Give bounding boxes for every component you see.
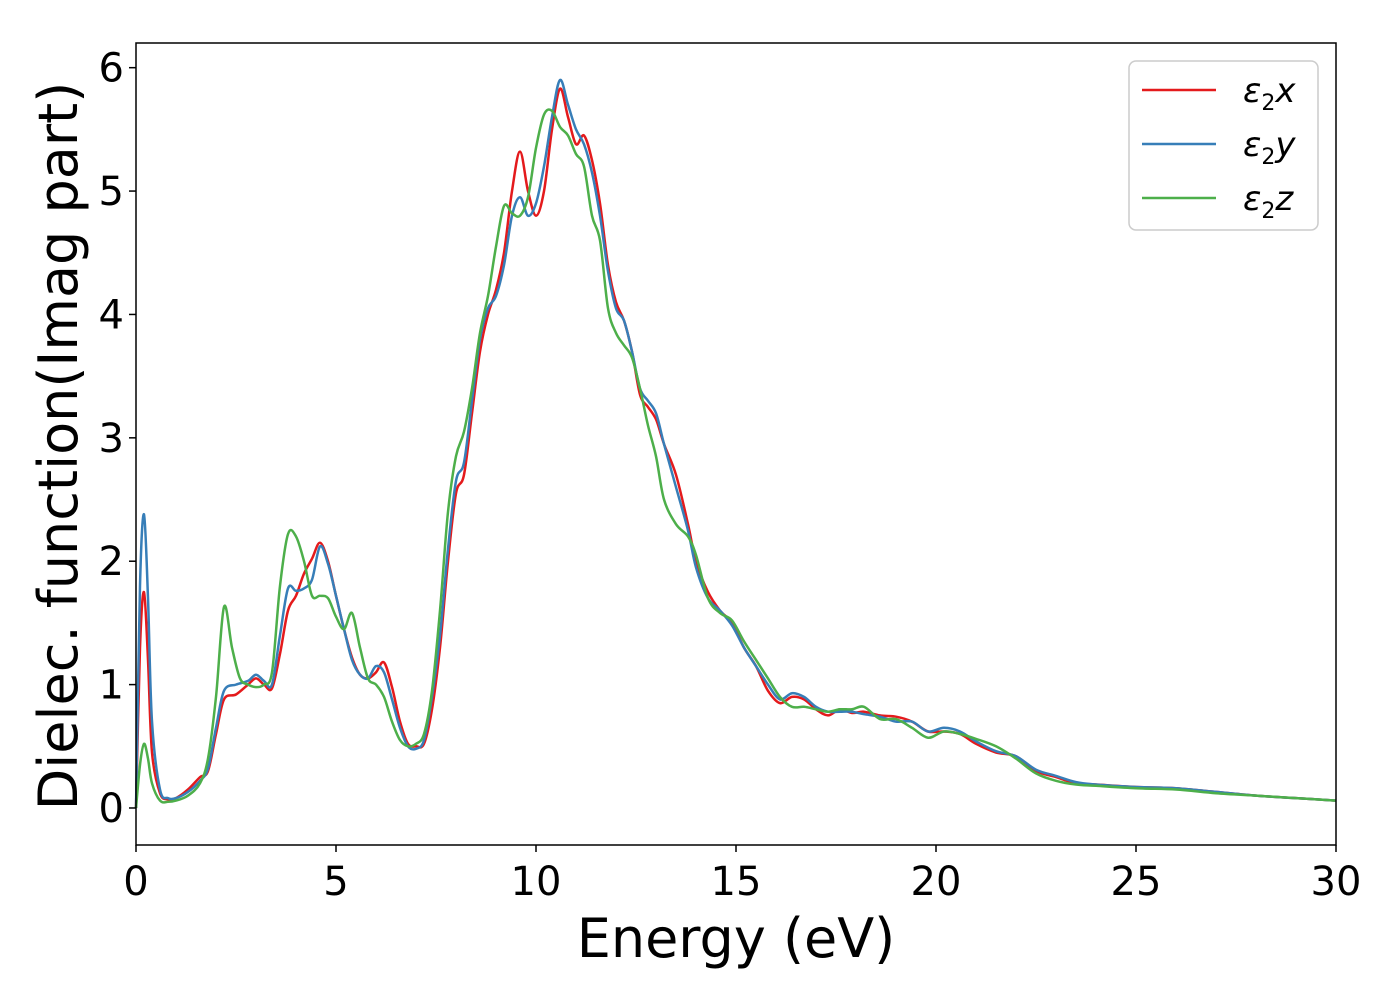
legend-label-x: ε2x [1243,71,1296,116]
x-tick-label: 15 [711,859,762,905]
x-tick-label: 0 [123,859,148,905]
y-tick-label: 1 [99,663,124,709]
x-tick-label: 10 [511,859,562,905]
x-axis-label: Energy (eV) [577,907,896,970]
series-line-y [134,78,1337,809]
y-tick-label: 6 [99,46,124,92]
y-tick-label: 2 [99,539,124,585]
series-line-z [134,108,1337,809]
y-tick-label: 0 [99,786,124,832]
legend-label-y: ε2y [1243,125,1296,170]
ticks-layer: 0 5 10 15 20 25 30 0 1 2 3 4 5 6 [99,46,1362,905]
y-tick-label: 5 [99,169,124,215]
x-tick-label: 30 [1311,859,1362,905]
y-tick-label: 4 [99,292,124,338]
legend-label-z: ε2z [1243,179,1294,224]
x-tick-label: 20 [911,859,962,905]
y-tick-label: 3 [99,416,124,462]
legend-frame [1128,60,1319,231]
x-tick-label: 5 [323,859,348,905]
series-layer [134,78,1337,809]
x-tick-label: 25 [1111,859,1162,905]
y-axis-label: Dielec. function(Imag part) [27,82,90,811]
series-line-x [134,87,1337,809]
legend: ε2x ε2y ε2z [1128,60,1319,231]
